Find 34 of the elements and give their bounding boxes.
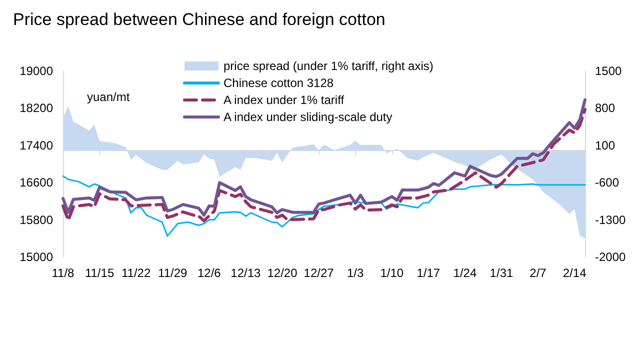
x-tick-label: 12/13 xyxy=(230,266,262,280)
y2-tick-label: 800 xyxy=(595,101,616,116)
y-tick-label: 18200 xyxy=(20,101,54,116)
y2-tick-label: 1500 xyxy=(595,64,622,78)
legend-label: A index under sliding-scale duty xyxy=(224,110,392,124)
x-tick-label: 12/20 xyxy=(267,266,298,280)
x-tick-label: 1/17 xyxy=(416,266,440,280)
y-axis-title: yuan/mt xyxy=(87,90,130,104)
chart-title: Price spread between Chinese and foreign cotton xyxy=(13,10,386,29)
y2-tick-label: -600 xyxy=(595,176,620,190)
y2-tick-label: -2000 xyxy=(595,250,626,264)
x-tick-label: 11/8 xyxy=(52,266,75,280)
y-tick-label: 16600 xyxy=(20,176,54,190)
x-tick-label: 11/15 xyxy=(84,266,114,280)
x-tick-label: 12/6 xyxy=(197,266,222,280)
x-tick-label: 1/3 xyxy=(346,266,364,280)
y-tick-label: 19000 xyxy=(20,64,54,78)
legend-label: price spread (under 1% tariff, right axis) xyxy=(224,59,434,73)
x-tick-label: 1/24 xyxy=(453,266,477,280)
legend-label: A index under 1% tariff xyxy=(224,93,345,107)
x-tick-label: 11/22 xyxy=(122,266,151,280)
line-series xyxy=(62,175,586,237)
y-tick-label: 17400 xyxy=(20,138,54,152)
y-tick-label: 15800 xyxy=(20,212,54,227)
y2-tick-label: -1300 xyxy=(595,212,626,227)
x-tick-label: 1/10 xyxy=(380,266,404,280)
legend-label: Chinese cotton 3128 xyxy=(224,76,334,90)
y2-tick-label: 100 xyxy=(595,138,616,152)
x-tick-label: 2/14 xyxy=(562,266,587,280)
x-tick-label: 11/29 xyxy=(158,266,188,280)
x-tick-label: 1/31 xyxy=(490,266,514,280)
x-tick-label: 12/27 xyxy=(304,266,334,280)
x-tick-label: 2/7 xyxy=(530,266,547,280)
y-tick-label: 15000 xyxy=(20,250,54,264)
